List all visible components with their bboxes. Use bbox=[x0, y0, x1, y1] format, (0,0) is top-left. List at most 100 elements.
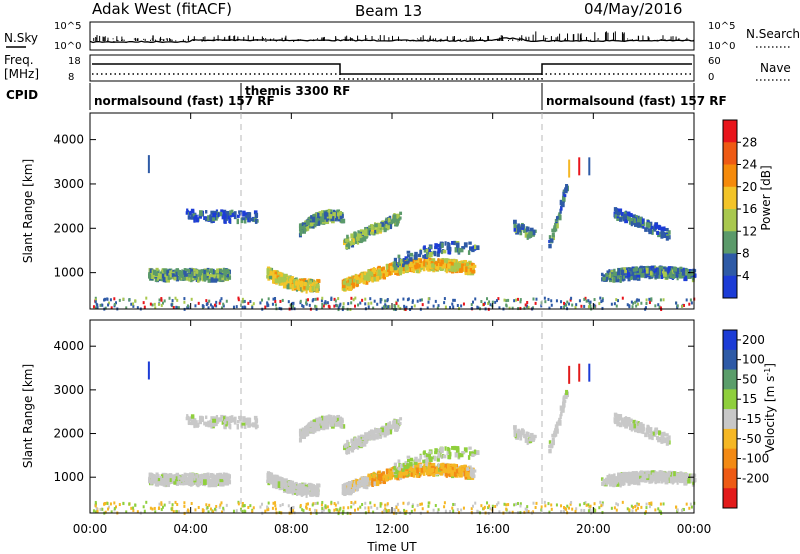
velocity-echo bbox=[415, 472, 419, 478]
power-clutter bbox=[171, 299, 174, 303]
power-clutter bbox=[494, 300, 497, 304]
velocity-echo bbox=[338, 416, 342, 423]
velocity-echo bbox=[372, 435, 377, 439]
velocity-echo bbox=[165, 480, 169, 486]
power-colorbar-cell bbox=[723, 275, 737, 299]
velocity-echo bbox=[215, 480, 219, 486]
power-echo bbox=[307, 216, 312, 221]
velocity-echo bbox=[444, 446, 447, 451]
power-clutter bbox=[218, 301, 221, 305]
power-echo bbox=[626, 272, 631, 278]
power-echo bbox=[422, 266, 426, 272]
power-echo bbox=[455, 264, 460, 269]
power-echo bbox=[354, 239, 358, 245]
power-echo bbox=[348, 282, 351, 287]
power-echo bbox=[447, 263, 451, 269]
power-colorbar-cell bbox=[723, 231, 737, 254]
power-echo bbox=[519, 230, 523, 236]
power-echo bbox=[303, 286, 306, 290]
power-echo bbox=[560, 201, 565, 208]
velocity-echo bbox=[353, 439, 357, 446]
power-clutter bbox=[349, 308, 352, 312]
power-echo bbox=[460, 248, 464, 253]
power-echo bbox=[377, 223, 382, 229]
power-clutter bbox=[578, 299, 581, 303]
power-clutter bbox=[264, 305, 267, 309]
power-echo bbox=[367, 228, 370, 235]
power-echo bbox=[365, 279, 369, 285]
power-clutter bbox=[587, 299, 590, 303]
power-clutter bbox=[103, 298, 106, 302]
velocity-echo bbox=[406, 455, 411, 459]
power-echo bbox=[298, 223, 302, 228]
power-echo bbox=[353, 234, 357, 241]
power-echo bbox=[357, 230, 360, 234]
power-echo bbox=[402, 266, 406, 271]
power-clutter bbox=[220, 306, 223, 310]
power-echo bbox=[561, 195, 566, 200]
velocity-echo bbox=[404, 470, 408, 476]
power-clutter bbox=[675, 301, 678, 305]
power-echo bbox=[205, 210, 208, 214]
power-clutter bbox=[305, 301, 308, 305]
nsearch-point bbox=[274, 39, 276, 41]
power-echo bbox=[327, 208, 331, 214]
power-echo bbox=[311, 216, 316, 223]
power-clutter bbox=[657, 303, 660, 307]
power-echo bbox=[633, 218, 636, 223]
power-echo bbox=[348, 278, 352, 284]
power-echo bbox=[308, 287, 312, 293]
power-ytick-label: 2000 bbox=[53, 221, 84, 235]
power-echo bbox=[230, 209, 234, 215]
power-clutter bbox=[118, 298, 121, 302]
power-clutter bbox=[364, 302, 367, 306]
power-ytick-label: 3000 bbox=[53, 177, 84, 191]
power-clutter bbox=[580, 304, 583, 308]
power-clutter bbox=[142, 301, 145, 305]
velocity-echo bbox=[201, 477, 205, 483]
power-clutter bbox=[222, 304, 225, 308]
velocity-echo bbox=[335, 419, 338, 424]
power-echo bbox=[679, 275, 683, 279]
power-clutter bbox=[410, 305, 413, 309]
cpid-label: CPID bbox=[6, 88, 38, 102]
power-echo bbox=[371, 275, 375, 279]
velocity-echo bbox=[320, 420, 324, 426]
nsearch-point bbox=[162, 39, 164, 41]
power-clutter bbox=[688, 302, 691, 306]
velocity-echo bbox=[404, 461, 409, 465]
power-clutter bbox=[367, 305, 370, 309]
power-echo bbox=[310, 282, 314, 286]
velocity-echo bbox=[402, 462, 405, 467]
power-clutter bbox=[143, 305, 146, 309]
power-echo bbox=[404, 261, 409, 265]
velocity-echo bbox=[467, 455, 471, 460]
power-echo bbox=[613, 207, 618, 212]
velocity-echo bbox=[472, 469, 477, 473]
power-echo bbox=[387, 217, 391, 223]
velocity-echo bbox=[298, 430, 302, 437]
power-clutter bbox=[685, 298, 688, 302]
velocity-echo bbox=[291, 484, 294, 489]
velocity-echo bbox=[336, 415, 339, 420]
velocity-echo bbox=[286, 487, 290, 494]
power-echo bbox=[467, 250, 471, 255]
power-clutter bbox=[372, 306, 375, 310]
velocity-echo bbox=[353, 483, 356, 487]
velocity-echo bbox=[327, 414, 331, 420]
power-clutter bbox=[311, 299, 314, 303]
velocity-echo bbox=[407, 471, 411, 477]
power-echo bbox=[212, 215, 216, 222]
nsearch-point bbox=[317, 38, 319, 40]
velocity-echo bbox=[418, 458, 422, 462]
velocity-echo bbox=[223, 419, 227, 425]
power-clutter bbox=[443, 297, 446, 301]
power-echo bbox=[468, 241, 472, 245]
velocity-echo bbox=[332, 417, 336, 424]
velocity-echo bbox=[434, 448, 438, 454]
power-clutter bbox=[361, 298, 364, 302]
power-echo bbox=[628, 212, 631, 217]
power-colorbar-tick-label: 12 bbox=[742, 224, 757, 238]
power-echo bbox=[220, 269, 223, 273]
